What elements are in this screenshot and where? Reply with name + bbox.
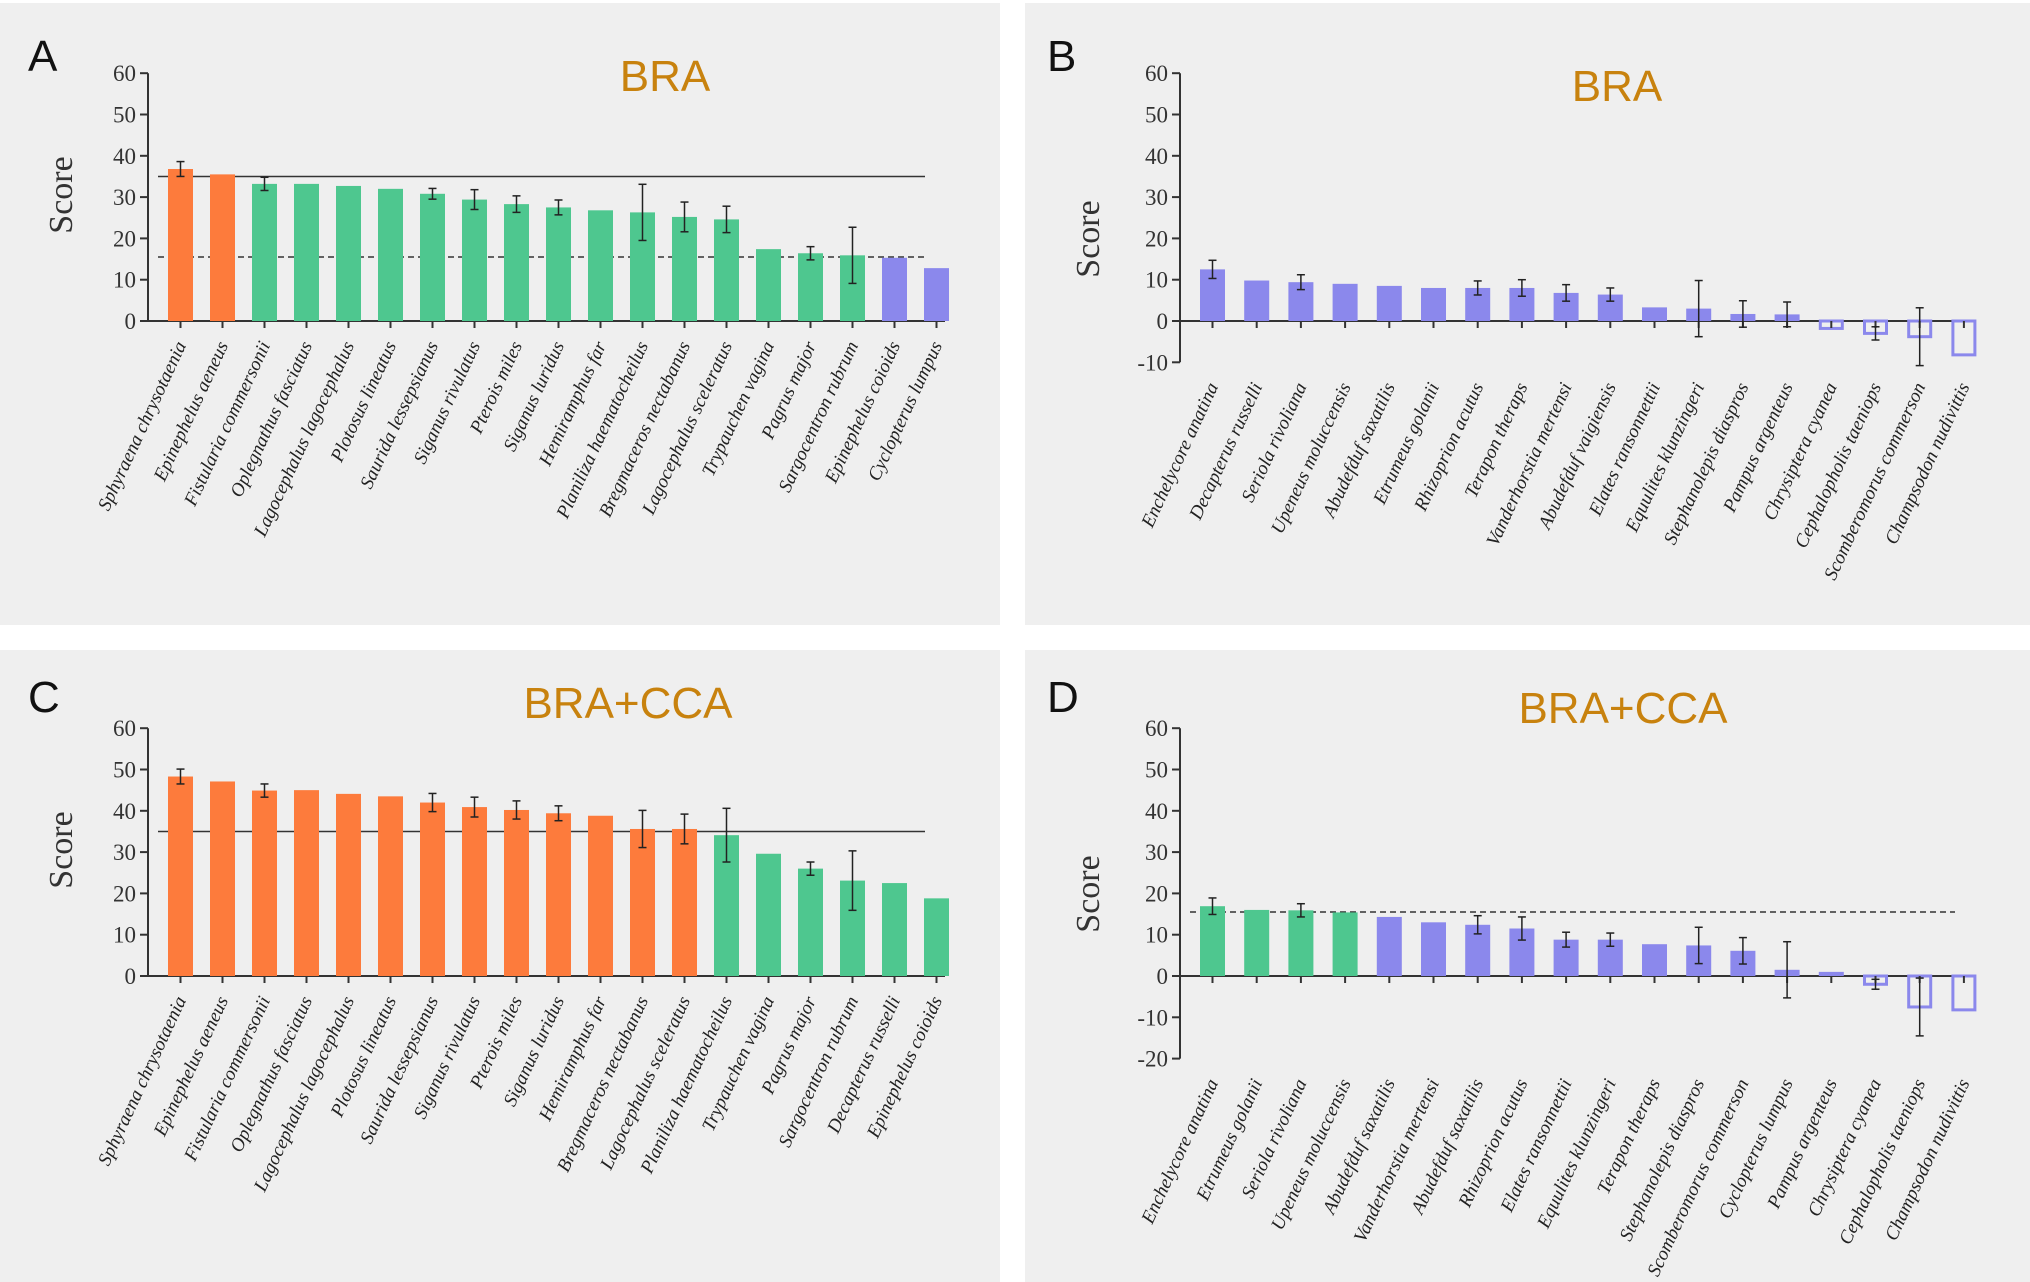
y-tick-label: 10 — [113, 923, 136, 948]
bar — [378, 796, 403, 976]
bar — [1244, 909, 1270, 976]
bar — [672, 828, 697, 976]
bar — [504, 204, 529, 321]
y-tick-label: 50 — [1145, 103, 1168, 128]
bar — [210, 174, 235, 321]
bar — [1376, 285, 1402, 321]
y-tick-label: 60 — [113, 716, 136, 741]
chart-title: BRA+CCA — [1518, 684, 1728, 733]
x-tick-label: Enchelycore anatina — [1137, 1076, 1223, 1228]
y-tick-label: 10 — [1145, 268, 1168, 293]
bar — [630, 828, 655, 976]
bar — [168, 169, 193, 321]
bar — [1244, 280, 1270, 321]
y-tick-label: 40 — [1145, 144, 1168, 169]
chart-title: BRA — [1572, 62, 1663, 111]
bar — [504, 809, 529, 976]
chart-title: BRA — [620, 52, 711, 101]
bar — [420, 193, 445, 321]
y-tick-label: 10 — [1145, 923, 1168, 948]
y-tick-label: 0 — [125, 309, 137, 334]
bar — [1332, 912, 1358, 976]
bar — [588, 210, 613, 321]
bar — [294, 790, 319, 976]
bar — [1818, 971, 1844, 976]
panel-letter: B — [1047, 32, 1076, 81]
bar — [924, 268, 949, 321]
y-tick-label: 40 — [113, 799, 136, 824]
bar — [168, 776, 193, 976]
chart-title: BRA+CCA — [523, 679, 733, 728]
bar — [924, 898, 949, 976]
bar — [378, 188, 403, 321]
chart-d: D BRA+CCA Score -20 -10 0 10 20 30 40 50 60 Enchelyc… — [1047, 673, 1977, 1280]
y-axis-label: Score — [1070, 200, 1107, 277]
bar — [1200, 906, 1225, 976]
y-tick-label: 30 — [113, 185, 136, 210]
bar — [1332, 283, 1358, 321]
bar — [1421, 287, 1446, 321]
panel-letter: C — [28, 673, 60, 722]
y-axis-label: Score — [43, 156, 80, 233]
bar — [1642, 307, 1667, 321]
bar — [756, 853, 781, 976]
y-tick-label: 20 — [1145, 881, 1168, 906]
bar — [1376, 916, 1402, 976]
y-tick-label: 30 — [113, 840, 136, 865]
panel-b: B BRA Score -10 0 10 20 30 40 50 60 Enchelycore ana… — [1025, 3, 2030, 625]
y-tick-label: 50 — [1145, 758, 1168, 783]
bar — [1288, 910, 1314, 976]
bar — [714, 219, 739, 321]
y-tick-label: -20 — [1137, 1047, 1168, 1072]
y-tick-label: 40 — [1145, 799, 1168, 824]
y-tick-label: 0 — [125, 964, 137, 989]
bar — [672, 216, 697, 321]
bar — [1642, 944, 1667, 976]
y-tick-label: 60 — [113, 61, 136, 86]
y-tick-label: 40 — [113, 144, 136, 169]
bar — [882, 257, 907, 321]
bar — [294, 183, 319, 321]
panel-c: C BRA+CCA Score 0 10 20 30 40 50 60 Sphyraena chry… — [0, 650, 1000, 1282]
bar — [756, 249, 781, 321]
y-tick-label: 30 — [1145, 185, 1168, 210]
panel-a: A BRA Score 0 10 20 30 40 50 60 Sphyraena chrysota… — [0, 3, 1000, 625]
y-tick-label: 30 — [1145, 840, 1168, 865]
y-tick-label: 60 — [1145, 716, 1168, 741]
y-tick-label: 60 — [1145, 61, 1168, 86]
y-tick-label: 50 — [113, 758, 136, 783]
panel-letter: A — [28, 32, 58, 81]
y-tick-label: 50 — [113, 103, 136, 128]
y-tick-label: 20 — [1145, 226, 1168, 251]
bar — [252, 790, 277, 976]
y-axis-label: Score — [1070, 855, 1107, 932]
bar — [462, 199, 487, 321]
y-tick-label: 0 — [1157, 309, 1169, 334]
y-axis-label: Score — [43, 811, 80, 888]
y-tick-label: 0 — [1157, 964, 1169, 989]
bar — [546, 207, 571, 321]
bar — [252, 183, 277, 321]
bar — [336, 185, 361, 321]
bar — [462, 807, 487, 976]
y-tick-label: 10 — [113, 268, 136, 293]
bar — [798, 868, 823, 976]
bar — [546, 813, 571, 976]
bar — [336, 793, 361, 976]
panel-d: D BRA+CCA Score -20 -10 0 10 20 30 40 50 60 Enchelyc… — [1025, 650, 2030, 1282]
bar — [420, 802, 445, 976]
bar — [210, 781, 235, 976]
y-tick-label: -10 — [1137, 1005, 1168, 1030]
bar — [882, 883, 907, 976]
y-tick-label: 20 — [113, 881, 136, 906]
bar — [798, 253, 823, 321]
y-tick-label: 20 — [113, 226, 136, 251]
bar — [588, 815, 613, 976]
panel-letter: D — [1047, 673, 1079, 722]
bar — [1421, 922, 1446, 976]
y-tick-label: -10 — [1137, 350, 1168, 375]
